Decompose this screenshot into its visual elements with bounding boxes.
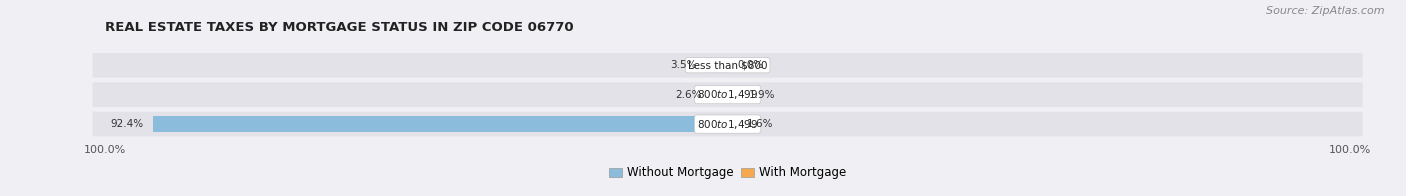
- Text: $800 to $1,499: $800 to $1,499: [697, 118, 758, 131]
- Text: $800 to $1,499: $800 to $1,499: [697, 88, 758, 101]
- Bar: [728, 87, 740, 102]
- Text: 0.0%: 0.0%: [737, 60, 763, 70]
- FancyBboxPatch shape: [93, 53, 1362, 78]
- Legend: Without Mortgage, With Mortgage: Without Mortgage, With Mortgage: [605, 162, 851, 184]
- FancyBboxPatch shape: [93, 112, 1362, 136]
- Text: Less than $800: Less than $800: [688, 60, 768, 70]
- Bar: [728, 116, 738, 132]
- Bar: [711, 87, 728, 102]
- Bar: [706, 58, 728, 73]
- Text: 2.6%: 2.6%: [676, 90, 702, 100]
- Text: 3.5%: 3.5%: [671, 60, 696, 70]
- Text: 1.6%: 1.6%: [747, 119, 773, 129]
- Text: 1.9%: 1.9%: [749, 90, 775, 100]
- Text: REAL ESTATE TAXES BY MORTGAGE STATUS IN ZIP CODE 06770: REAL ESTATE TAXES BY MORTGAGE STATUS IN …: [105, 21, 574, 34]
- Text: Source: ZipAtlas.com: Source: ZipAtlas.com: [1267, 6, 1385, 16]
- Bar: [153, 116, 728, 132]
- FancyBboxPatch shape: [93, 82, 1362, 107]
- Text: 92.4%: 92.4%: [110, 119, 143, 129]
